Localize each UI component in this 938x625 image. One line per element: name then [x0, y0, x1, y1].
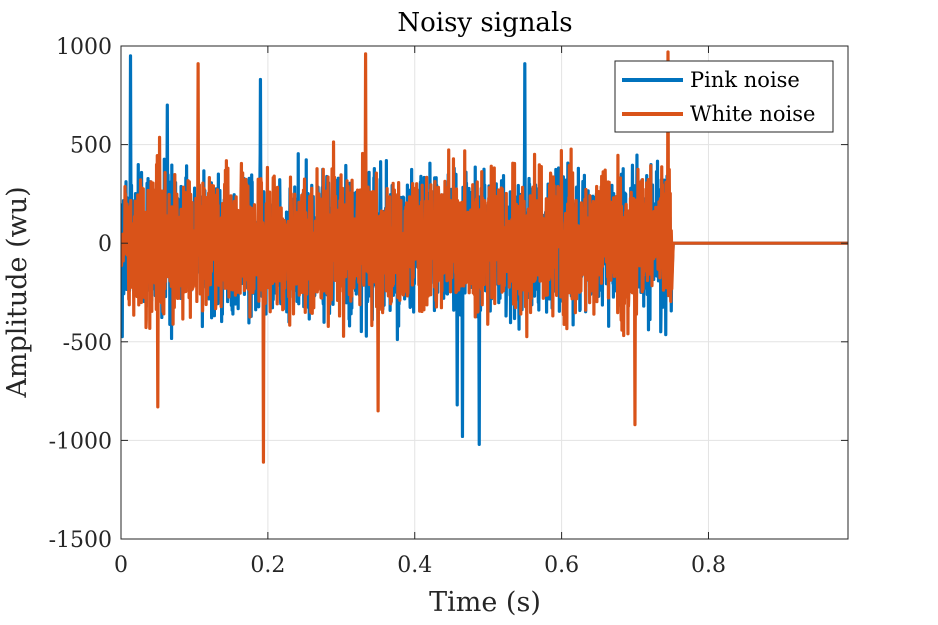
series-line-white-noise	[121, 50, 848, 464]
y-tick-label: 500	[70, 134, 112, 159]
plot-frame	[120, 45, 849, 540]
ticks: 0 0.2 0.4 0.6 0.8 -1500 -1000 -500 0 500 1000	[49, 35, 848, 578]
y-tick-label: 1000	[56, 35, 112, 60]
x-tick-label: 0.8	[691, 553, 726, 578]
chart-title: Noisy signals	[397, 8, 572, 38]
y-tick-label: -500	[63, 331, 112, 356]
legend-label-white-noise: White noise	[690, 102, 815, 126]
y-axis-label: Amplitude (wu)	[2, 186, 33, 398]
legend-box	[614, 60, 834, 133]
x-tick-label: 0.6	[544, 553, 579, 578]
y-tick-label: 0	[98, 232, 112, 257]
legend-label-pink-noise: Pink noise	[690, 68, 800, 92]
x-axis-label: Time (s)	[429, 587, 541, 618]
y-tick-label: -1000	[49, 429, 112, 454]
y-tick-label: -1500	[49, 528, 112, 553]
x-tick-label: 0.4	[397, 553, 432, 578]
x-tick-label: 0.2	[250, 553, 285, 578]
series-layer	[121, 50, 848, 464]
legend: Pink noise White noise	[614, 60, 834, 133]
x-tick-label: 0	[114, 553, 128, 578]
